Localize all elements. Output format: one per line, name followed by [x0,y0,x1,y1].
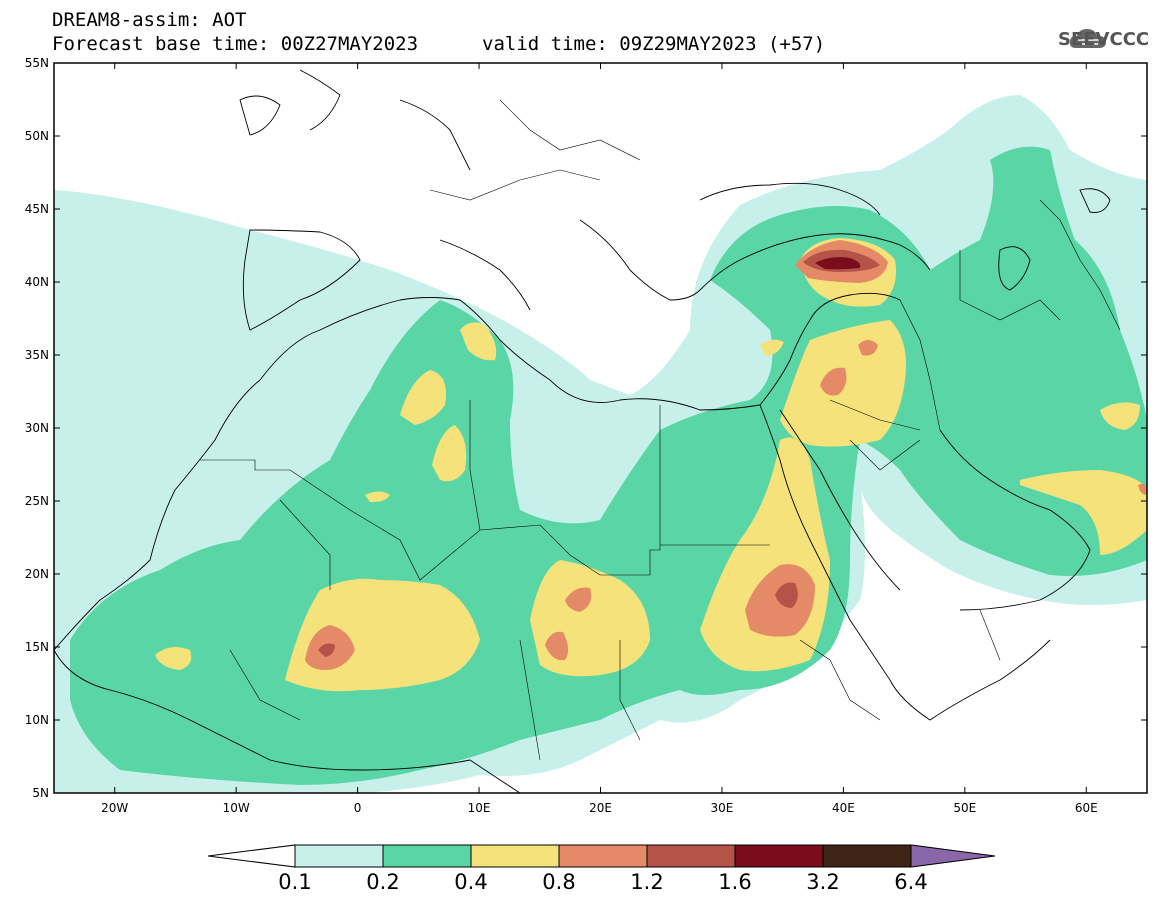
lat-tick-label: 30N [25,421,49,435]
lon-tick-label: 60E [1075,801,1098,815]
colorbar-swatch [646,844,736,868]
colorbar-label: 0.4 [454,870,487,894]
lon-tick-label: 10W [223,801,250,815]
lat-tick-label: 5N [32,786,49,800]
colorbar-label: 6.4 [894,870,927,894]
country-borders [200,99,1121,761]
colorbar-label: 1.6 [718,870,751,894]
lat-tick-label: 55N [25,56,49,70]
map-title: DREAM8-assim: AOT [52,9,247,31]
colorbar-label: 1.2 [630,870,663,894]
lat-tick-label: 20N [25,567,49,581]
lat-tick-label: 15N [25,640,49,654]
aot-field [54,69,1147,793]
lat-tick-label: 40N [25,275,49,289]
colorbar: 0.1 0.2 0.4 0.8 1.2 1.6 3.2 6.4 [207,844,996,894]
aot-level-1.6 [815,257,861,270]
forecast-base-time: Forecast base time: 00Z27MAY2023 [52,33,419,55]
colorbar-swatch [294,844,384,868]
coastlines [54,69,1111,793]
colorbar-swatch [558,844,648,868]
lat-tick-label: 10N [25,713,49,727]
colorbar-low-arrow [207,844,296,868]
colorbar-label: 0.8 [542,870,575,894]
colorbar-swatch [822,844,912,868]
lon-tick-label: 50E [953,801,976,815]
lat-tick-label: 45N [25,202,49,216]
colorbar-label: 0.2 [366,870,399,894]
lon-tick-label: 20E [589,801,612,815]
aot-level-0.8 [305,240,1147,670]
colorbar-label: 0.1 [278,870,311,894]
lon-tick-label: 30E [711,801,734,815]
latitude-axis: 55N 50N 45N 40N 35N 30N 25N 20N 15N 10N 5N [25,56,1147,800]
colorbar-label: 3.2 [806,870,839,894]
longitude-axis: 20W 10W 0 10E 20E 30E 40E 50E 60E [101,63,1098,815]
colorbar-swatch [734,844,824,868]
lat-tick-label: 25N [25,494,49,508]
cloud-icon [1069,29,1106,48]
colorbar-swatch [470,844,560,868]
lon-tick-label: 0 [354,801,362,815]
lat-tick-label: 50N [25,129,49,143]
lon-tick-label: 10E [468,801,491,815]
lon-tick-label: 20W [101,801,128,815]
colorbar-swatch [382,844,472,868]
lat-tick-label: 35N [25,348,49,362]
logo-text: SEEVCCC [1058,29,1150,50]
valid-time: valid time: 09Z29MAY2023 (+57) [482,33,826,55]
colorbar-high-arrow [910,844,996,868]
lon-tick-label: 40E [832,801,855,815]
